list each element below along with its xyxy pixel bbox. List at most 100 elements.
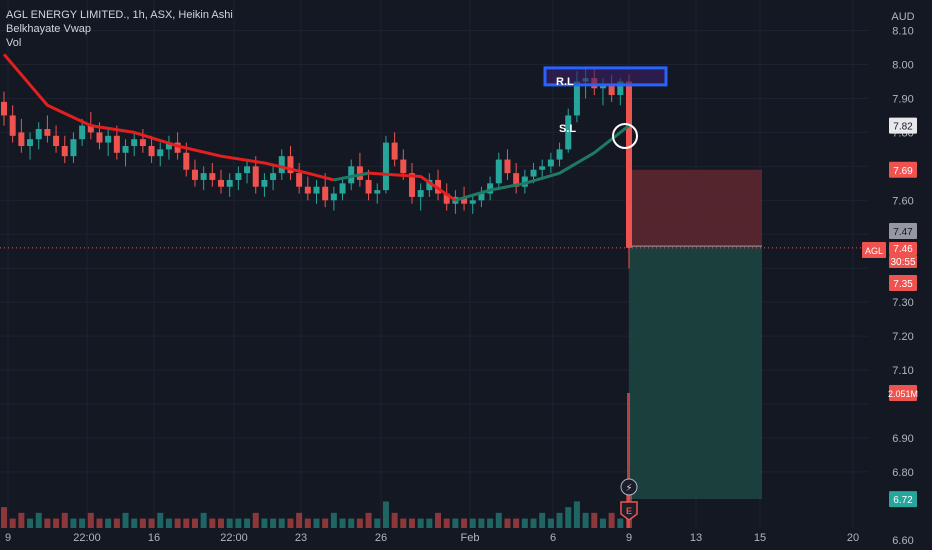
price-tag-countdown-label: 30:55 (890, 257, 915, 268)
volume-bar (330, 512, 337, 530)
volume-bar (139, 518, 146, 530)
volume-bar (44, 518, 51, 530)
candle-body (322, 186, 329, 201)
candle-body (573, 81, 580, 116)
candle-body (61, 145, 68, 157)
candle-body (599, 84, 606, 89)
volume-bar (209, 518, 216, 530)
volume-bar (565, 507, 572, 530)
candle-body (400, 159, 407, 174)
volume-bar (96, 518, 103, 530)
candle-body (348, 166, 355, 184)
volume-bar (27, 518, 34, 530)
volume-bar (573, 501, 580, 530)
candle-body (27, 139, 34, 146)
candle-body (287, 156, 294, 174)
vwap-line (2, 53, 630, 202)
volume-bar (157, 512, 164, 530)
resistance-box (543, 66, 668, 87)
candle-body (70, 139, 77, 157)
price-tick-label: 6.60 (892, 535, 913, 547)
price-tag-volume (889, 385, 917, 401)
candle-body (278, 156, 285, 174)
candle-body (296, 173, 303, 187)
price-tag-countdown (889, 255, 917, 268)
volume-bar (339, 518, 346, 530)
candle-body (244, 166, 251, 174)
price-tick-label: 7.30 (892, 297, 913, 309)
volume-spike (627, 393, 630, 530)
candle-body (408, 173, 415, 197)
volume-bar (304, 518, 311, 530)
candle-body (626, 81, 632, 248)
price-tag-last-label: 7.46 (893, 244, 913, 255)
candle-body (313, 186, 320, 194)
volume-bar (356, 518, 363, 530)
indicator-label[interactable]: Belkhayate Vwap (6, 23, 91, 35)
volume-bar (174, 518, 181, 530)
volume-bar (18, 512, 25, 530)
candle-body (87, 125, 94, 133)
candle-body (235, 173, 242, 180)
volume-bar (61, 512, 68, 530)
time-tick-label: 9 (5, 532, 11, 544)
volume-bar (547, 518, 554, 530)
volume-bar (400, 518, 407, 530)
price-tag-stop (889, 161, 917, 178)
time-tick-label: 6 (550, 532, 556, 544)
highlight-circle (612, 123, 638, 149)
vwap-segment (454, 124, 630, 202)
price-tick-label: 7.60 (892, 195, 913, 207)
candle-body (339, 183, 346, 194)
volume-bar (504, 518, 511, 530)
volume-bar (87, 512, 94, 530)
vwap-segment (368, 171, 457, 202)
candle-body (191, 169, 198, 180)
symbol-title[interactable]: AGL ENERGY LIMITED., 1h, ASX, Heikin Ash… (6, 9, 233, 21)
candle-body (304, 186, 311, 194)
volume-bar (296, 512, 303, 530)
candle-body (157, 149, 164, 157)
volume-bar (617, 518, 624, 530)
candle-body (539, 166, 546, 170)
volume-bar (365, 512, 372, 530)
take-profit-zone (629, 247, 762, 500)
candle-body (96, 132, 103, 143)
volume-bar (244, 518, 251, 530)
candle-body (252, 166, 259, 187)
time-axis[interactable]: 9 22:00 16 22:00 23 26 Feb 6 9 13 15 20 (0, 528, 868, 550)
candle-body (443, 193, 450, 204)
price-tag-low-label: 7.35 (893, 279, 913, 290)
volume-bar (443, 518, 450, 530)
volume-bar (513, 518, 520, 530)
volume-bar (53, 518, 60, 530)
candle-body (218, 179, 225, 187)
vwap-segment (333, 171, 369, 182)
time-tick-label: 13 (690, 532, 702, 544)
price-tick-label: 6.90 (892, 433, 913, 445)
candle-body (365, 179, 372, 194)
volume-bar (521, 518, 528, 530)
chart-legend: AGL ENERGY LIMITED., 1h, ASX, Heikin Ash… (6, 8, 233, 50)
price-tag-stop-label: 7.69 (893, 166, 913, 177)
candle-body (547, 159, 554, 167)
candle-body (617, 81, 624, 96)
price-tag-last (889, 242, 917, 255)
volume-bar (391, 512, 398, 530)
resistance-label: R.L (556, 76, 574, 88)
candle-body (226, 179, 233, 187)
candle-body (556, 149, 563, 160)
candle-body (513, 173, 520, 187)
candle-body (122, 145, 129, 153)
volume-bar (252, 512, 259, 530)
candle-body (131, 139, 138, 146)
volume-bar (408, 518, 415, 530)
candle-body (174, 142, 181, 153)
volume-bar (131, 518, 138, 530)
volume-label[interactable]: Vol (6, 37, 22, 49)
candle-body (139, 139, 146, 146)
candle-body (330, 193, 337, 201)
volume-bar (79, 518, 86, 530)
volume-bar (165, 518, 172, 530)
